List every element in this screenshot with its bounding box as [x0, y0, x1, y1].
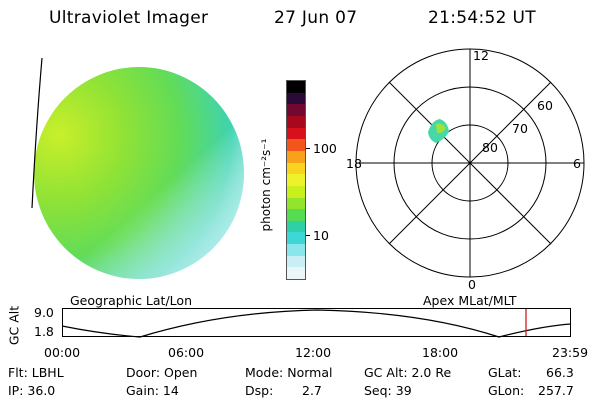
colorbar-band [287, 255, 305, 268]
timeline-frame [62, 308, 571, 337]
colorbar-band [287, 197, 305, 210]
gc-alt-tick-high: 9.0 [34, 305, 54, 320]
colorbar-tick-10: 10 [313, 228, 329, 243]
mlt-label-top: 12 [473, 48, 489, 63]
geographic-label: Geographic Lat/Lon [70, 293, 192, 308]
instrument-title: Ultraviolet Imager [49, 8, 209, 28]
time-tick-1800: 18:00 [422, 345, 459, 360]
mlt-label-left: 18 [346, 156, 362, 171]
mlt-label-right: 6 [573, 156, 581, 171]
dsp-value: 2.7 [302, 383, 322, 398]
colorbar-band [287, 116, 305, 128]
apex-label: Apex MLat/MLT [423, 293, 517, 308]
door-readout: Door: Open [126, 365, 198, 380]
colorbar-band [287, 104, 305, 117]
gain-readout: Gain: 14 [126, 383, 179, 398]
colorbar-band [287, 162, 305, 175]
filter-readout: Flt: LBHL [8, 365, 64, 380]
glat-label: GLat: [488, 365, 522, 380]
time-tick-1200: 12:00 [295, 345, 332, 360]
colorbar-band [287, 139, 305, 151]
auroral-image [31, 57, 244, 279]
colorbar-band [287, 127, 305, 140]
image-date: 27 Jun 07 [274, 8, 358, 28]
colorbar-band [287, 174, 305, 186]
altitude-timeline [61, 308, 572, 338]
colorbar-band [287, 150, 305, 163]
polar-diagonal-2 [388, 81, 552, 245]
colorbar-tick-100: 100 [313, 141, 337, 156]
colorbar-band [287, 92, 305, 105]
time-tick-2359: 23:59 [552, 345, 589, 360]
time-tick-0600: 06:00 [168, 345, 205, 360]
colorbar-band [287, 232, 305, 245]
ip-readout: IP: 36.0 [8, 383, 56, 398]
time-tick-0000: 00:00 [44, 345, 81, 360]
colorbar-band [287, 81, 305, 93]
dsp-label: Dsp: [245, 383, 274, 398]
colorbar-band [287, 209, 305, 221]
glon-value: 257.7 [538, 383, 574, 398]
polar-plot: 12 18 6 0 60 70 80 [346, 48, 585, 292]
altitude-curve [61, 309, 572, 338]
colorbar-band [287, 267, 305, 279]
mlt-label-bottom: 0 [468, 277, 476, 292]
colorbar [286, 80, 306, 280]
glat-value: 66.3 [546, 365, 574, 380]
glon-label: GLon: [488, 383, 525, 398]
seq-readout: Seq: 39 [364, 383, 412, 398]
colorbar-band [287, 244, 305, 256]
mode-readout: Mode: Normal [245, 365, 333, 380]
gc-alt-tick-low: 1.8 [34, 324, 54, 339]
gc-alt-axis-label: GC Alt [6, 305, 22, 346]
colorbar-tick-mark-100 [306, 148, 310, 149]
image-time: 21:54:52 UT [428, 8, 536, 28]
colorbar-band [287, 220, 305, 233]
lat-label-70: 70 [512, 121, 528, 136]
colorbar-band [287, 185, 305, 198]
lat-label-60: 60 [537, 98, 553, 113]
colorbar-tick-mark-10 [306, 235, 310, 236]
gc-alt-readout: GC Alt: 2.0 Re [364, 365, 452, 380]
terminator-line [31, 57, 43, 209]
lat-label-80: 80 [482, 140, 498, 155]
auroral-oval-core [436, 123, 446, 134]
disk-dayglow-fade [34, 67, 244, 279]
colorbar-unit-label: photon cm⁻²s⁻¹ [259, 138, 273, 232]
